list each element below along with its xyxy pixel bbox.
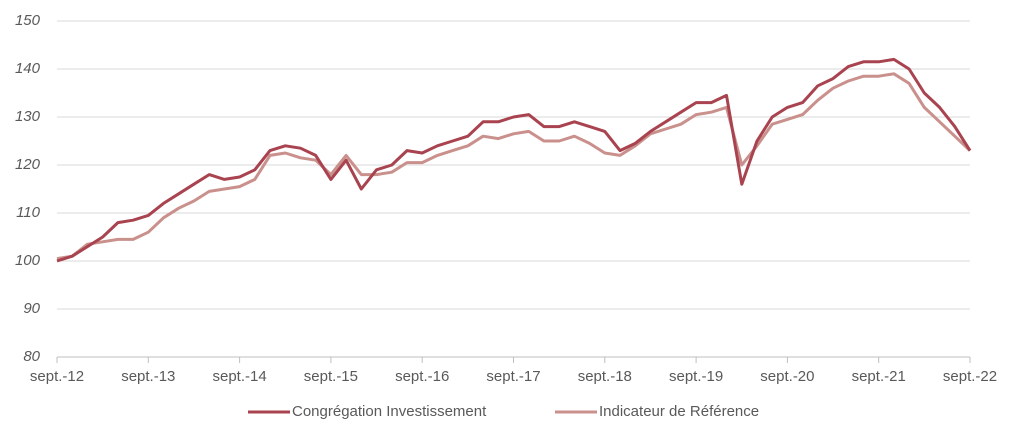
x-tick-label: sept.-12 <box>30 368 84 385</box>
series-line <box>56 57 972 263</box>
y-tick-label: 150 <box>15 12 41 29</box>
x-tick-label: sept.-20 <box>760 368 814 385</box>
x-tick-label: sept.-13 <box>121 368 175 385</box>
y-tick-label: 130 <box>15 108 41 125</box>
y-tick-label: 90 <box>23 300 40 317</box>
x-tick-label: sept.-15 <box>304 368 358 385</box>
x-tick-label: sept.-14 <box>212 368 266 385</box>
series-line <box>56 72 972 261</box>
legend-label: Indicateur de Référence <box>599 403 759 420</box>
legend-label: Congrégation Investissement <box>292 403 487 420</box>
x-tick-label: sept.-19 <box>669 368 723 385</box>
x-tick-label: sept.-17 <box>486 368 540 385</box>
x-tick-label: sept.-22 <box>943 368 997 385</box>
x-tick-label: sept.-18 <box>578 368 632 385</box>
x-tick-label: sept.-21 <box>852 368 906 385</box>
y-tick-label: 100 <box>15 252 41 269</box>
y-tick-label: 140 <box>15 60 41 77</box>
y-tick-label: 120 <box>15 156 41 173</box>
x-tick-label: sept.-16 <box>395 368 449 385</box>
y-tick-label: 80 <box>23 348 40 365</box>
y-tick-label: 110 <box>16 204 41 221</box>
